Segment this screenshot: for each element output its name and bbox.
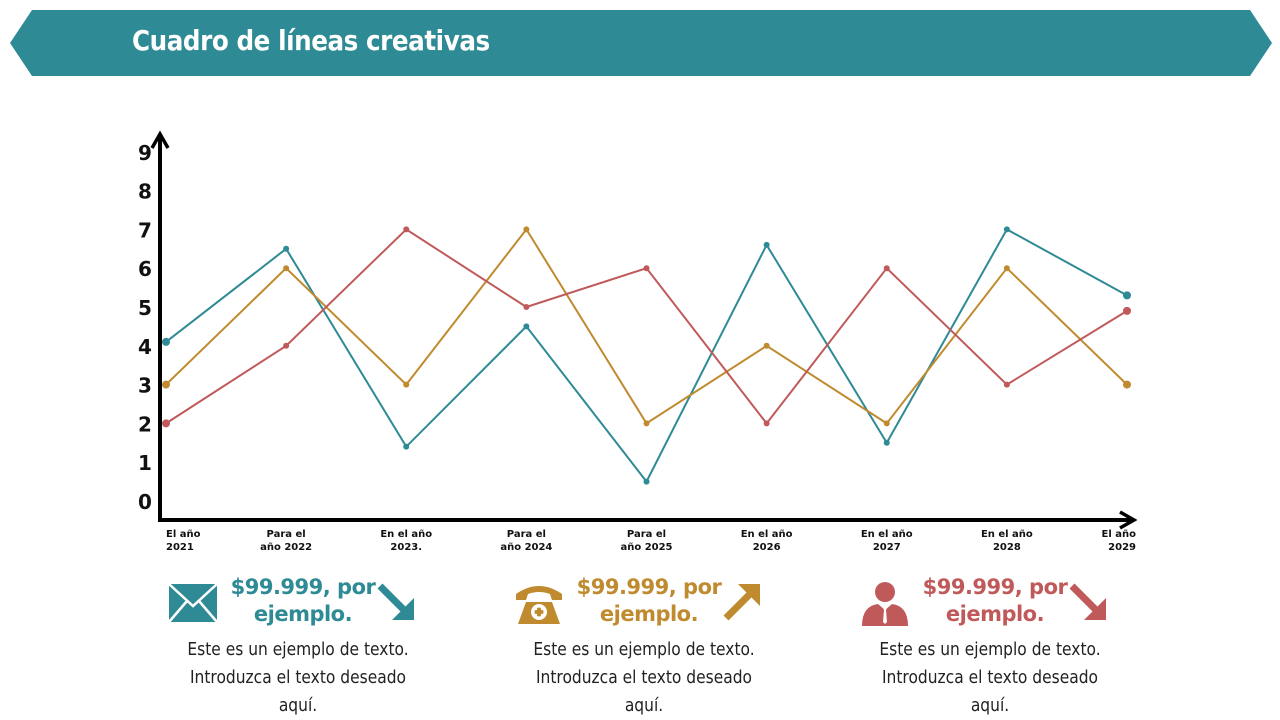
callout-3: $99.999, por ejemplo. Este es un ejemplo… <box>860 570 1160 716</box>
data-point <box>763 241 770 248</box>
series-layer <box>162 226 1131 485</box>
x-tick-label: El año 2029 <box>1102 529 1137 553</box>
callout-description: Este es un ejemplo de texto. Introduzca … <box>186 636 410 720</box>
data-point <box>1123 380 1131 389</box>
x-axis-arrowhead <box>1119 510 1138 530</box>
series-line <box>165 227 1128 425</box>
y-axis-arrowhead <box>150 130 170 149</box>
y-tick-label: 1 <box>138 451 152 475</box>
callout-value: $99.999, por ejemplo. <box>230 575 376 626</box>
x-tick-labels: El año 2021 Para el año 2022 En el año 2023. P… <box>166 529 1136 553</box>
data-point <box>643 478 650 485</box>
callout-description: Este es un ejemplo de texto. Introduzca … <box>878 636 1102 720</box>
x-tick-label: En el año 2026 <box>741 529 793 553</box>
callout-value: $99.999, por ejemplo. <box>922 575 1068 626</box>
data-point <box>283 342 290 349</box>
data-point <box>883 265 890 272</box>
y-tick-label: 2 <box>138 412 152 436</box>
y-tick-label: 6 <box>138 257 152 281</box>
data-point <box>523 323 530 330</box>
series-1 <box>162 226 1131 485</box>
y-tick-label: 4 <box>138 335 152 359</box>
data-point <box>883 420 890 427</box>
envelope-icon <box>168 583 218 623</box>
data-point <box>1123 306 1131 315</box>
data-point <box>162 380 170 389</box>
y-tick-label: 9 <box>138 141 152 165</box>
data-point <box>523 226 530 233</box>
data-point <box>1003 226 1010 233</box>
y-tick-label: 7 <box>138 218 152 242</box>
y-tick-labels: 0 1 2 3 4 5 6 7 8 9 <box>138 141 152 514</box>
data-point <box>523 304 530 310</box>
x-tick-label: Para el año 2025 <box>620 529 672 553</box>
callout-description: Este es un ejemplo de texto. Introduzca … <box>532 636 756 720</box>
callout-line-2: Introduzca el texto deseado aquí. <box>881 667 1099 716</box>
arrow-down-right-icon <box>1069 583 1106 620</box>
callout-line-2: Introduzca el texto deseado aquí. <box>535 667 753 716</box>
telephone-icon <box>516 586 562 624</box>
page-title: Cuadro de líneas creativas <box>132 24 490 57</box>
chart-axes <box>150 130 1138 530</box>
callout-value: $99.999, por ejemplo. <box>576 575 722 626</box>
x-tick-label: En el año 2023. <box>380 529 432 553</box>
data-point <box>763 420 770 427</box>
x-tick-label: En el año 2027 <box>861 529 913 553</box>
series-3 <box>162 226 1131 428</box>
callout-line-2: Introduzca el texto deseado aquí. <box>189 667 407 716</box>
callout-line-1: Este es un ejemplo de texto. <box>533 639 755 660</box>
arrow-down-right-icon <box>377 583 414 620</box>
data-point <box>883 439 890 446</box>
y-tick-label: 5 <box>138 296 152 320</box>
data-point <box>1003 381 1010 388</box>
series-line <box>165 228 1128 426</box>
x-tick-label: Para el año 2024 <box>500 529 552 553</box>
x-tick-label: El año 2021 <box>166 529 201 553</box>
callout-2: $99.999, por ejemplo. Este es un ejemplo… <box>514 570 814 716</box>
data-point <box>763 342 770 349</box>
data-point <box>643 265 650 272</box>
data-point <box>162 337 170 346</box>
x-tick-label: Para el año 2022 <box>260 529 312 553</box>
person-icon <box>862 582 908 626</box>
y-tick-label: 3 <box>138 374 152 398</box>
data-point <box>1123 291 1131 300</box>
arrow-up-right-icon <box>723 584 760 621</box>
data-point <box>162 419 170 428</box>
title-banner <box>10 10 1272 76</box>
x-tick-label: En el año 2028 <box>981 529 1033 553</box>
data-point <box>643 420 650 427</box>
data-point <box>403 443 410 450</box>
callout-1: $99.999, por ejemplo. Este es un ejemplo… <box>168 570 468 716</box>
data-point <box>1003 265 1010 272</box>
data-point <box>283 245 290 252</box>
data-point <box>403 226 410 233</box>
callout-line-1: Este es un ejemplo de texto. <box>187 639 409 660</box>
y-tick-label: 8 <box>138 180 152 204</box>
data-point <box>403 381 410 388</box>
y-tick-label: 0 <box>138 490 152 514</box>
callout-line-1: Este es un ejemplo de texto. <box>879 639 1101 660</box>
data-point <box>283 265 290 272</box>
